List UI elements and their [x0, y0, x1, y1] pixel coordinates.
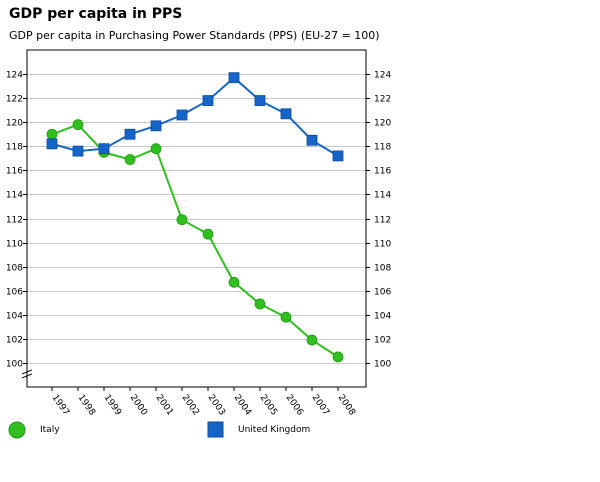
series-group [46, 72, 344, 363]
x-axis-ticks: 1997 1998 1999 2000 2001 2002 2003 2004 2005 2006… [50, 387, 357, 418]
y-tick-label-right: 100 [374, 360, 391, 370]
data-point-italy [228, 276, 240, 288]
y-tick-label-left: 114 [6, 191, 23, 201]
x-tick-label: 1998 [76, 393, 97, 418]
data-point-italy [306, 334, 318, 346]
x-tick-label: 2001 [154, 393, 175, 417]
legend-label-united-kingdom: United Kingdom [238, 425, 310, 435]
data-point-united-kingdom [46, 138, 58, 150]
x-tick-label: 2000 [128, 393, 149, 418]
y-tick-label-left: 112 [6, 216, 23, 226]
y-axis-right-ticks: 100 102 104 106 108 110 112 114 116 118 120 122 124 [366, 71, 391, 370]
chart-title: GDP per capita in PPS [9, 6, 183, 22]
data-point-united-kingdom [202, 95, 214, 106]
x-tick-label: 1999 [102, 393, 123, 418]
data-point-italy [150, 143, 162, 155]
series-line-italy [51, 123, 339, 358]
y-tick-label-left: 100 [6, 360, 23, 370]
data-point-united-kingdom [150, 120, 162, 132]
y-tick-label-right: 124 [374, 71, 391, 81]
y-axis-left-ticks: 100 102 104 106 108 110 112 114 116 118 120 122 124 [6, 71, 27, 370]
x-tick-label: 1997 [50, 393, 71, 417]
y-tick-label-right: 122 [374, 95, 391, 105]
data-point-italy [72, 119, 84, 131]
data-point-italy [332, 351, 344, 363]
data-point-united-kingdom [254, 95, 266, 106]
x-tick-label: 2004 [232, 393, 253, 418]
y-tick-label-right: 116 [374, 167, 391, 177]
y-tick-label-left: 118 [6, 143, 23, 153]
axis-break-mark [21, 373, 33, 379]
data-point-united-kingdom [98, 143, 110, 155]
y-tick-label-right: 112 [374, 216, 391, 226]
data-point-italy [280, 311, 292, 323]
y-tick-label-right: 108 [374, 264, 391, 274]
y-tick-label-right: 110 [374, 240, 391, 250]
data-point-united-kingdom [176, 109, 188, 121]
data-point-united-kingdom [228, 72, 240, 84]
plot-frame [26, 49, 367, 388]
legend-marker-united-kingdom [207, 421, 224, 438]
data-point-united-kingdom [280, 108, 292, 120]
y-tick-label-left: 108 [6, 264, 23, 274]
y-tick-label-right: 120 [374, 119, 391, 129]
x-tick-label: 2005 [258, 393, 279, 417]
chart-subtitle: GDP per capita in Purchasing Power Stand… [9, 29, 380, 42]
y-tick-label-left: 102 [6, 336, 23, 346]
y-tick-label-right: 104 [374, 312, 391, 322]
axes [21, 49, 367, 388]
y-tick-label-left: 104 [6, 312, 23, 322]
x-tick-label: 2002 [180, 393, 201, 417]
x-tick-label: 2006 [284, 393, 305, 418]
y-tick-label-right: 114 [374, 191, 391, 201]
legend-marker-italy [8, 421, 26, 439]
data-point-italy [124, 154, 136, 165]
axis-break-mark [21, 369, 33, 375]
y-tick-label-left: 120 [6, 119, 23, 129]
grid-lines [27, 74, 366, 364]
data-point-italy [254, 298, 266, 310]
x-tick-label: 2003 [206, 393, 227, 417]
y-tick-label-left: 122 [6, 95, 23, 105]
data-point-italy [46, 128, 58, 140]
series-line-united-kingdom [51, 76, 339, 157]
data-point-united-kingdom [124, 128, 136, 140]
data-point-united-kingdom [332, 150, 344, 162]
y-tick-label-right: 102 [374, 336, 391, 346]
legend: Italy United Kingdom [8, 421, 310, 439]
y-tick-label-left: 106 [6, 288, 23, 298]
data-point-italy [202, 228, 214, 240]
y-tick-label-left: 116 [6, 167, 23, 177]
x-tick-label: 2008 [336, 393, 357, 418]
y-tick-label-right: 106 [374, 288, 391, 298]
data-point-italy [176, 214, 188, 226]
data-point-united-kingdom [72, 145, 84, 157]
y-tick-label-left: 110 [6, 240, 23, 250]
data-point-united-kingdom [306, 134, 318, 146]
x-tick-label: 2007 [310, 393, 331, 417]
y-tick-label-right: 118 [374, 143, 391, 153]
y-tick-label-left: 124 [6, 71, 23, 81]
legend-label-italy: Italy [40, 425, 60, 435]
